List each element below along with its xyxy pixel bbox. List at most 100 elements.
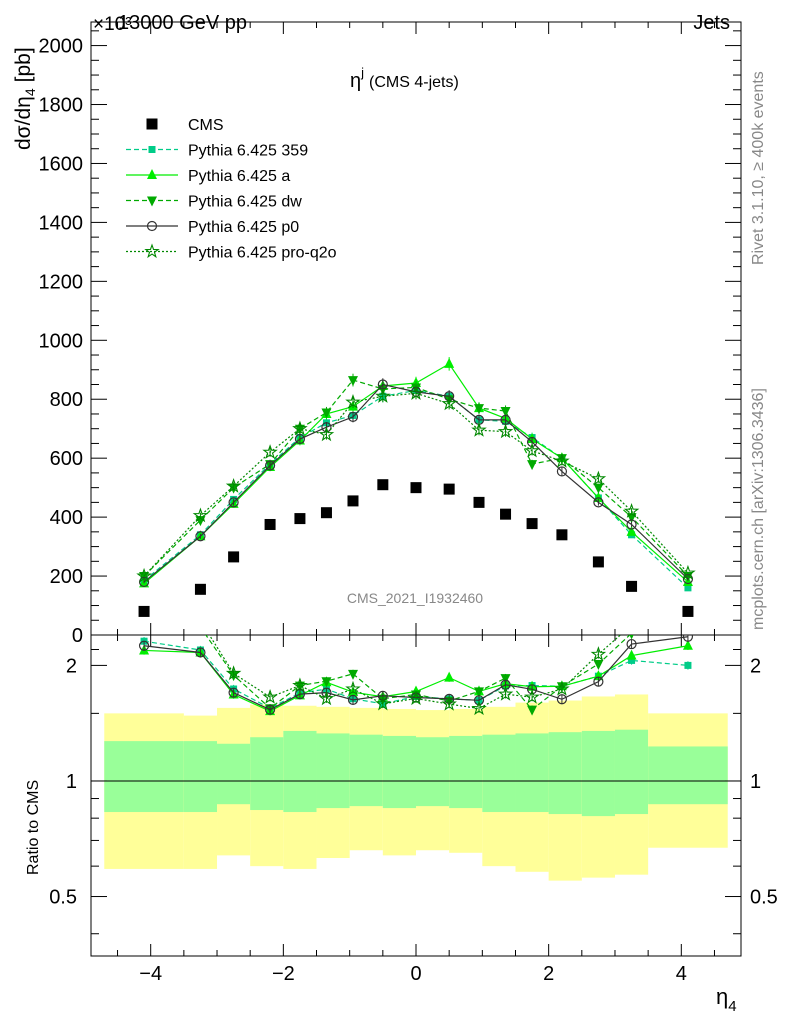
- y-tick-label: 1400: [39, 212, 84, 234]
- data-point: [292, 420, 308, 436]
- data-point: [377, 479, 389, 491]
- data-point: [318, 426, 335, 442]
- data-point: [345, 394, 361, 409]
- mcplots-side-label: mcplots.cern.ch [arXiv:1306.3436]: [750, 388, 767, 630]
- data-point: [294, 433, 306, 445]
- y-tick-label: 1600: [39, 153, 84, 175]
- data-point: [321, 408, 332, 419]
- legend-entry: Pythia 6.425 pro-q2o: [126, 243, 337, 262]
- main-series-group: [136, 357, 696, 617]
- ratio-series-group: [138, 614, 694, 716]
- data-point: [264, 518, 276, 530]
- data-point: [264, 460, 276, 471]
- ratio-point: [195, 623, 205, 633]
- legend-marker: [147, 196, 157, 207]
- plot-title: ηj(CMS 4-jets): [350, 65, 459, 92]
- ratio-point: [471, 700, 487, 716]
- ratio-tick-label-left: 1: [66, 771, 77, 793]
- y-tick-label: 200: [50, 566, 83, 588]
- ratio-point: [593, 676, 604, 687]
- ratio-point: [321, 677, 332, 688]
- y-tick-label: 1800: [39, 95, 84, 117]
- data-point: [138, 605, 150, 617]
- y-tick-label: 0: [72, 625, 83, 647]
- ratio-point: [139, 624, 149, 634]
- data-point: [471, 422, 487, 437]
- ratio-point: [194, 614, 206, 626]
- legend-entry: Pythia 6.425 dw: [126, 194, 302, 211]
- ratio-point: [345, 680, 361, 696]
- ratio-point: [500, 674, 511, 685]
- data-point: [473, 496, 485, 508]
- data-point: [524, 442, 540, 458]
- ratio-point: [195, 647, 206, 658]
- data-point: [556, 529, 568, 541]
- data-point: [262, 444, 278, 459]
- band-green-5: [316, 733, 350, 809]
- ratio-point: [497, 686, 514, 701]
- data-point: [500, 407, 511, 418]
- legend-entry: Pythia 6.425 p0: [126, 219, 299, 236]
- header-right-label: Jets: [693, 12, 730, 34]
- y-tick-label: 600: [50, 448, 83, 470]
- ratio-point: [138, 622, 150, 634]
- ratio-point: [441, 695, 457, 711]
- data-point: [441, 395, 457, 411]
- legend-entry: CMS: [146, 117, 224, 134]
- data-point: [474, 404, 485, 415]
- legend-entry: Pythia 6.425 a: [126, 168, 290, 185]
- band-green-10: [482, 734, 516, 813]
- data-point: [194, 583, 206, 595]
- band-green-13: [581, 730, 615, 817]
- ratio-point: [138, 640, 150, 651]
- legend-marker: [144, 243, 160, 259]
- ratio-tick-label-right: 2: [750, 655, 761, 677]
- x-tick-label: −4: [139, 963, 162, 985]
- data-point: [195, 516, 206, 527]
- legend-entry: Pythia 6.425 359: [126, 143, 308, 160]
- ratio-point: [347, 669, 358, 680]
- ratio-point: [347, 694, 359, 705]
- band-green-4: [283, 730, 317, 813]
- data-point: [347, 411, 359, 423]
- band-green-2: [217, 743, 251, 805]
- ratio-point: [318, 690, 335, 706]
- legend-marker: [146, 118, 158, 130]
- ratio-uncertainty-bands: [104, 694, 728, 881]
- band-green-3: [250, 737, 284, 811]
- y-tick-label: 1200: [39, 271, 84, 293]
- data-point: [680, 564, 696, 580]
- ratio-tick-label-left: 2: [66, 655, 77, 677]
- legend-marker: [148, 146, 156, 153]
- ratio-point: [228, 687, 239, 698]
- ratio-point: [626, 649, 637, 660]
- band-green-9: [449, 735, 483, 809]
- data-point: [228, 497, 239, 508]
- band-green-6: [349, 734, 383, 807]
- band-green-14: [614, 729, 649, 815]
- data-point: [347, 376, 358, 387]
- rivet-side-label: Rivet 3.1.10, ≥ 400k events: [750, 71, 767, 265]
- legend-label: Pythia 6.425 359: [188, 143, 308, 160]
- band-green-1: [183, 741, 218, 813]
- data-point: [590, 470, 607, 486]
- band-green-15: [648, 746, 728, 805]
- ratio-point: [262, 688, 278, 704]
- x-tick-label: 0: [410, 963, 421, 985]
- data-point: [626, 525, 637, 536]
- axis-tick-labels: −4 −2 0 2 4 0 200 400 600 800 1000 1200 1400 1600 1800…: [39, 36, 778, 985]
- ratio-y-axis-label: Ratio to CMS: [25, 780, 42, 875]
- data-point: [556, 466, 568, 477]
- data-point: [626, 519, 637, 530]
- data-point: [526, 518, 538, 530]
- axis-ticks: [91, 22, 741, 956]
- series-cms: [138, 479, 694, 617]
- data-point: [375, 388, 391, 403]
- header-left-label: 13000 GeV pp: [118, 12, 247, 34]
- ratio-tick-label-right: 1: [750, 771, 761, 793]
- ratio-point: [556, 694, 568, 705]
- data-point: [443, 483, 455, 495]
- data-point: [593, 497, 604, 508]
- ratio-point: [682, 639, 693, 650]
